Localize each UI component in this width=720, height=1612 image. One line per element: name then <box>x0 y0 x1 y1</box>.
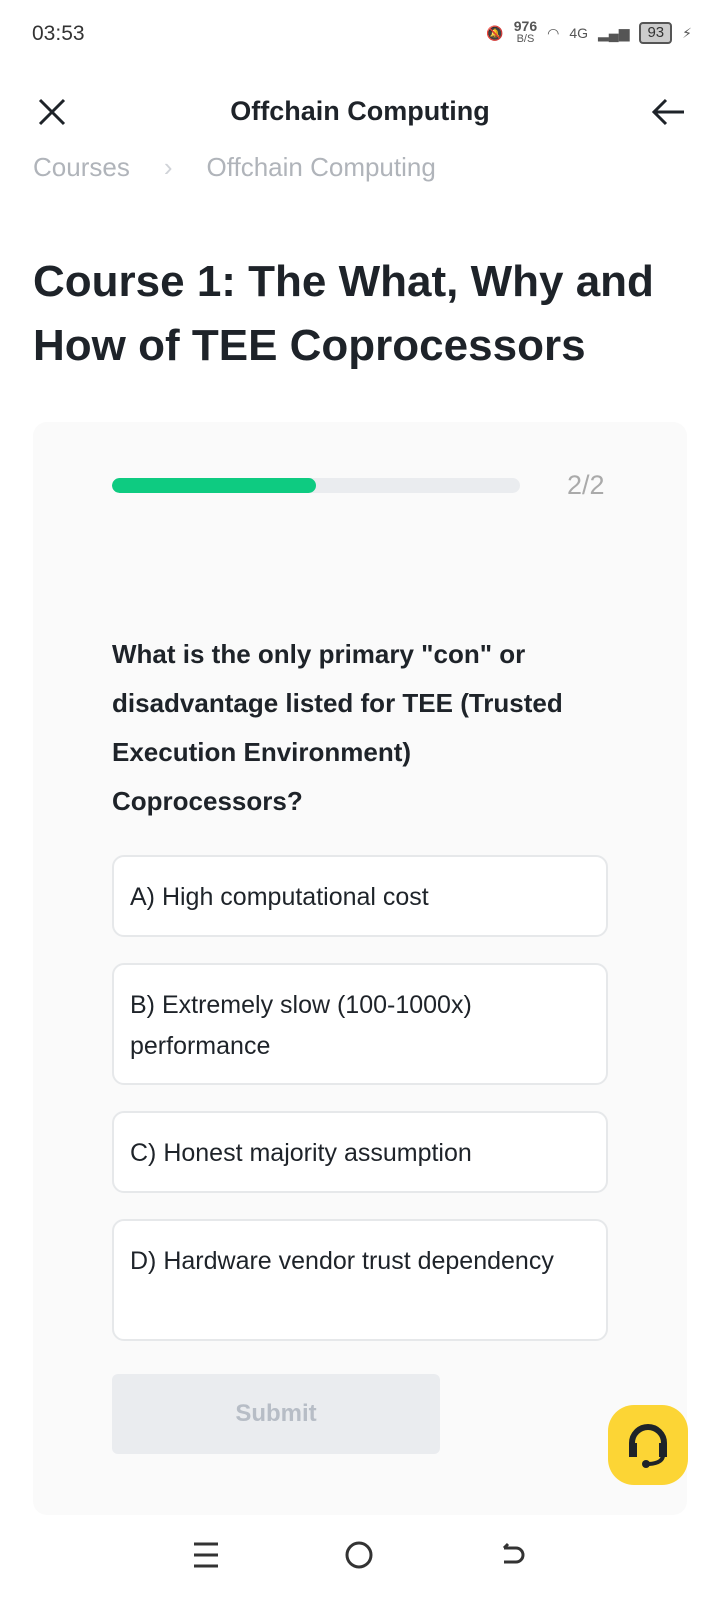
status-time: 03:53 <box>32 22 85 45</box>
question-counter: 2/2 <box>567 470 605 500</box>
net-unit: B/S <box>516 33 535 45</box>
menu-icon[interactable] <box>192 1540 220 1570</box>
signal-icon: ▂▄▆ <box>598 24 630 41</box>
support-button[interactable] <box>608 1405 688 1485</box>
system-nav <box>0 1540 720 1570</box>
arrow-left-icon[interactable] <box>650 96 686 133</box>
option-d[interactable]: D) Hardware vendor trust dependency <box>112 1219 608 1341</box>
home-icon[interactable] <box>344 1540 374 1570</box>
close-icon[interactable] <box>36 96 68 133</box>
progress-bar <box>112 478 520 493</box>
question-text: What is the only primary "con" or disadv… <box>112 639 563 816</box>
charging-icon: ⚡ <box>682 24 692 41</box>
network-type: 4G <box>569 25 589 41</box>
option-b[interactable]: B) Extremely slow (100-1000x) performanc… <box>112 963 608 1085</box>
status-icons: 🔕 976 B/S ◠ 4G ▂▄▆ 93 ⚡ <box>486 18 692 46</box>
progress-fill <box>112 478 316 493</box>
breadcrumb: Courses › Offchain Computing <box>33 152 436 183</box>
breadcrumb-courses[interactable]: Courses <box>33 152 130 182</box>
net-speed: 976 <box>513 18 538 34</box>
wifi-icon: ◠ <box>547 24 560 41</box>
option-a[interactable]: A) High computational cost <box>112 855 608 937</box>
course-title: Course 1: The What, Why and How of TEE C… <box>33 257 654 370</box>
headset-icon <box>629 1424 667 1468</box>
submit-button[interactable]: Submit <box>112 1374 440 1454</box>
page-title: Offchain Computing <box>230 96 490 126</box>
breadcrumb-current: Offchain Computing <box>206 152 436 182</box>
back-icon[interactable] <box>498 1540 528 1570</box>
chevron-right-icon: › <box>163 152 173 182</box>
battery-level: 93 <box>639 22 673 44</box>
bell-off-icon: 🔕 <box>486 24 504 41</box>
option-c[interactable]: C) Honest majority assumption <box>112 1111 608 1193</box>
